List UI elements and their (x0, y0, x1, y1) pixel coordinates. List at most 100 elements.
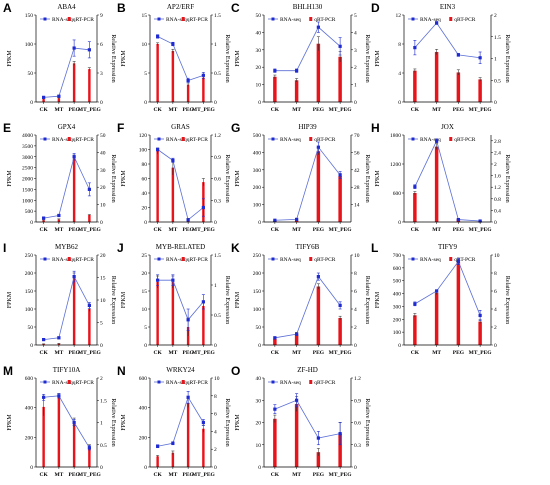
point-rnaseq-mt_peg (201, 300, 205, 304)
line-rnaseq (157, 36, 204, 82)
right-tick-label: 0 (494, 343, 497, 349)
ylabel-right: Relative Expression (224, 276, 230, 324)
point-rnaseq-mt (295, 217, 299, 221)
x-tick-label: CK (154, 350, 163, 356)
legend-label-qrtpcr: qRT-PCR (314, 137, 336, 143)
right-tick-label: 1.5 (494, 35, 501, 41)
right-tick-label: 2 (354, 325, 357, 331)
bar-qrtpcr-ck (273, 338, 277, 345)
x-tick-label: MT (168, 350, 177, 356)
left-tick-label: 150 (25, 289, 34, 295)
bar-qrtpcr-peg (72, 63, 76, 102)
right-tick-label: 0 (100, 220, 103, 226)
right-tick-label: 1.2 (214, 133, 221, 139)
legend-bar-swatch (181, 257, 185, 261)
right-tick-label: 30 (100, 168, 106, 174)
left-tick-label: 600 (393, 266, 402, 272)
legend-label-rnaseq: RNA-seq (166, 380, 187, 386)
bar-qrtpcr-mt (294, 403, 299, 467)
left-tick-label: 200 (253, 185, 262, 191)
x-tick-label: PEG (313, 107, 325, 113)
legend-label-qrtpcr: qRT-PCR (314, 380, 336, 386)
left-tick-label: 10 (142, 307, 148, 313)
left-tick-label: 0 (258, 100, 261, 106)
bar-qrtpcr-peg (186, 402, 190, 467)
left-tick-label: 150 (25, 13, 34, 19)
left-tick-label: 40 (256, 30, 262, 36)
line-rnaseq (274, 275, 341, 339)
left-tick-label: 50 (256, 13, 262, 19)
x-tick-label: MT (432, 107, 441, 113)
panel-letter: E (3, 121, 11, 135)
x-tick-label: CK (271, 107, 280, 113)
legend: RNA-seq qRT-PCR (154, 380, 208, 386)
right-tick-label: 0 (354, 465, 357, 471)
line-rnaseq (414, 22, 481, 59)
left-tick-label: 1000 (22, 198, 33, 204)
point-rnaseq-mt_peg (201, 73, 205, 77)
panel-letter: N (117, 364, 126, 378)
right-tick-label: 1.5 (214, 253, 221, 259)
left-tick-label: 300 (393, 304, 402, 310)
right-tick-label: 1 (214, 42, 217, 48)
x-tick-label: MT_PEG (329, 472, 353, 478)
point-rnaseq-peg (456, 259, 460, 264)
point-rnaseq-ck (413, 302, 417, 306)
left-tick-label: 0 (398, 100, 401, 106)
bar-qrtpcr-mt (171, 50, 175, 102)
panel-letter: F (117, 121, 124, 135)
right-tick-label: 0.6 (214, 177, 221, 183)
x-tick-label: CK (271, 227, 280, 233)
point-rnaseq-mt (171, 441, 175, 445)
point-rnaseq-peg (72, 420, 76, 425)
left-tick-label: 2500 (22, 166, 33, 172)
ylabel-left: FPKM (235, 170, 241, 187)
panel-m: M TIFY10A RNA-seq qRT-PCR 0 200 400 600 0 0.5 1 1.5… (3, 364, 116, 478)
panel-letter: D (371, 1, 380, 15)
point-rnaseq-ck (156, 147, 160, 152)
line-rnaseq (157, 279, 204, 321)
right-tick-label: 6 (354, 289, 357, 295)
legend-label-rnaseq: RNA-seq (280, 17, 301, 23)
bar-qrtpcr-mt_peg (338, 318, 342, 345)
legend-marker-swatch (271, 380, 275, 384)
legend-label-rnaseq: RNA-seq (166, 257, 187, 263)
panel-title: JOX (441, 123, 454, 131)
point-rnaseq-ck (156, 278, 160, 282)
left-tick-label: 400 (25, 406, 34, 412)
left-tick-label: 15 (142, 13, 148, 19)
right-tick-label: 1 (354, 83, 357, 89)
ylabel-right: Relative Expression (224, 398, 230, 446)
left-tick-label: 10 (256, 83, 262, 89)
legend-label-qrtpcr: qRT-PCR (73, 257, 95, 263)
right-tick-label: 0.5 (214, 313, 221, 319)
x-tick-label: PEG (313, 227, 325, 233)
left-tick-label: 1800 (390, 133, 401, 139)
legend-label-qrtpcr: qRT-PCR (187, 380, 209, 386)
legend-bar-swatch (181, 137, 185, 141)
right-tick-label: 1 (214, 283, 217, 289)
legend: RNA-seq qRT-PCR (408, 257, 476, 263)
right-tick-label: 8 (354, 271, 357, 277)
point-rnaseq-peg (186, 78, 190, 83)
point-rnaseq-peg (316, 25, 320, 29)
bar-qrtpcr-mt (171, 452, 175, 467)
point-rnaseq-mt_peg (338, 173, 342, 177)
bar-qrtpcr-ck (413, 193, 417, 222)
point-rnaseq-mt (295, 69, 299, 73)
x-tick-label: CK (40, 227, 49, 233)
legend-bar-swatch (309, 17, 313, 21)
left-tick-label: 0 (30, 343, 33, 349)
right-tick-label: 10 (354, 253, 360, 259)
legend: RNA-seq qRT-PCR (154, 257, 208, 263)
x-tick-label: PEG (182, 107, 194, 113)
right-tick-label: 2.4 (494, 150, 501, 156)
point-rnaseq-mt (171, 158, 175, 162)
legend: RNA-seq qRT-PCR (40, 257, 94, 263)
ylabel-right: Relative Expression (110, 34, 116, 82)
bar-qrtpcr-ck (42, 406, 45, 467)
right-tick-label: 10 (214, 376, 220, 382)
right-tick-label: 6 (214, 412, 217, 418)
x-tick-label: PEG (313, 350, 325, 356)
